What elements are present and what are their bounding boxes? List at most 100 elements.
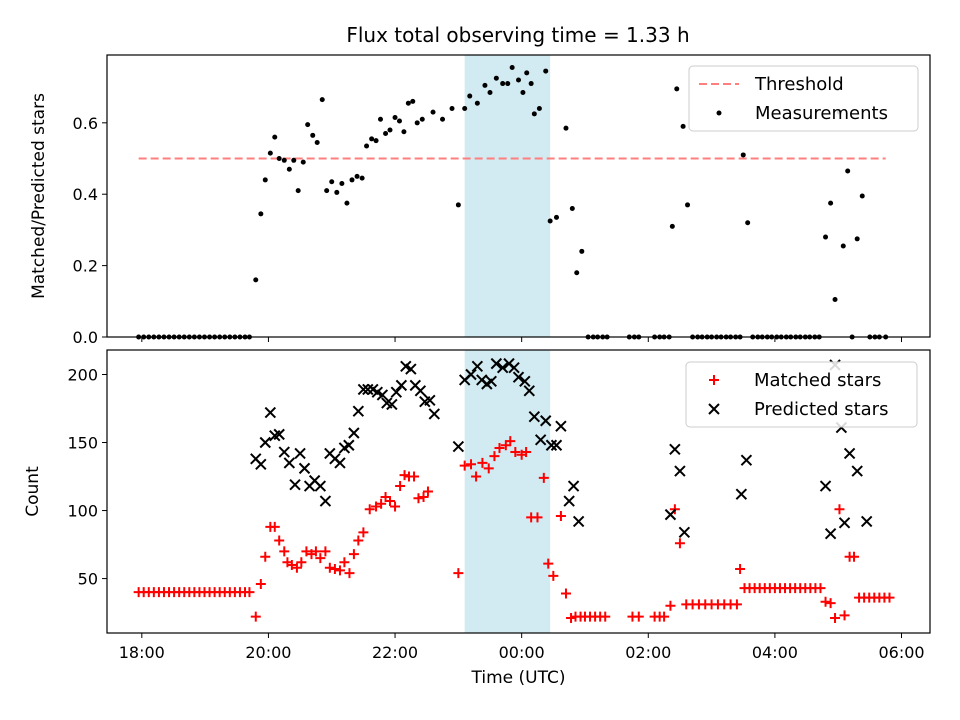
measurement-point bbox=[505, 81, 511, 87]
predicted-point bbox=[674, 465, 686, 477]
y-tick-label: 150 bbox=[67, 434, 98, 453]
predicted-point bbox=[343, 439, 355, 451]
matched-point bbox=[820, 596, 831, 607]
matched-point bbox=[815, 583, 826, 594]
predicted-point bbox=[390, 386, 403, 398]
matched-point bbox=[301, 546, 312, 557]
y-tick-label: 0.2 bbox=[73, 257, 98, 276]
measurement-point bbox=[685, 202, 691, 208]
legend-predicted-label: Predicted stars bbox=[754, 399, 888, 420]
measurement-point bbox=[524, 70, 530, 76]
matched-point bbox=[633, 611, 644, 622]
measurement-point bbox=[300, 159, 306, 165]
measurement-point bbox=[334, 189, 340, 195]
chart-title: Flux total observing time = 1.33 h bbox=[346, 23, 689, 47]
measurement-point bbox=[364, 143, 370, 149]
measurement-point bbox=[349, 177, 355, 183]
legend-matched-label: Matched stars bbox=[754, 370, 881, 391]
matched-point bbox=[334, 565, 345, 576]
predicted-point bbox=[669, 443, 681, 456]
predicted-point bbox=[352, 405, 365, 417]
x-tick-label: 06:00 bbox=[878, 643, 924, 662]
measurement-point bbox=[531, 111, 537, 117]
measurement-point bbox=[272, 134, 278, 140]
y-tick-label: 0.4 bbox=[73, 185, 98, 204]
predicted-point bbox=[289, 478, 301, 491]
measurement-point bbox=[674, 86, 680, 92]
measurement-point bbox=[462, 106, 468, 112]
predicted-point bbox=[838, 517, 851, 529]
predicted-point bbox=[319, 495, 332, 507]
measurement-point bbox=[329, 179, 335, 185]
measurement-point bbox=[383, 131, 389, 137]
measurement-point bbox=[401, 129, 407, 135]
predicted-point bbox=[735, 488, 748, 500]
y-tick-label: 200 bbox=[67, 365, 98, 384]
predicted-point bbox=[555, 420, 567, 432]
predicted-point bbox=[357, 383, 370, 396]
x-tick-label: 22:00 bbox=[372, 643, 418, 662]
legend-threshold-label: Threshold bbox=[754, 74, 844, 95]
series-predicted-stars bbox=[250, 357, 873, 540]
measurement-point bbox=[430, 109, 436, 115]
bottom-count-panel: 18:00 20:00 22:00 00:00 02:00 04:00 06:00 50 100… bbox=[23, 349, 931, 688]
measurement-point bbox=[405, 100, 411, 106]
predicted-point bbox=[362, 383, 374, 396]
predicted-point bbox=[465, 368, 477, 381]
matched-point bbox=[830, 613, 841, 624]
measurement-point bbox=[354, 173, 360, 179]
measurement-point bbox=[344, 200, 350, 206]
predicted-point bbox=[471, 360, 484, 373]
matched-point bbox=[279, 546, 290, 557]
predicted-point bbox=[545, 439, 558, 451]
matched-point bbox=[291, 562, 302, 573]
measurement-point bbox=[253, 277, 259, 283]
matched-point bbox=[834, 504, 845, 515]
matched-point bbox=[329, 564, 340, 575]
matched-point bbox=[260, 551, 271, 562]
predicted-point bbox=[523, 385, 535, 397]
matched-point bbox=[315, 553, 326, 564]
matched-point bbox=[413, 493, 424, 504]
measurement-point bbox=[455, 202, 461, 208]
top-ratio-panel: 0.0 0.2 0.4 0.6 Matched/Predicted stars Thres… bbox=[29, 54, 931, 347]
axes-frame bbox=[106, 349, 931, 634]
matched-point bbox=[659, 611, 670, 622]
matched-point bbox=[477, 457, 488, 468]
measurement-point bbox=[449, 106, 455, 112]
measurement-point bbox=[474, 100, 480, 106]
predicted-point bbox=[860, 515, 873, 528]
measurement-point bbox=[493, 75, 499, 81]
measurement-point bbox=[377, 116, 383, 122]
matched-point bbox=[521, 447, 532, 458]
predicted-point bbox=[508, 361, 520, 374]
predicted-point bbox=[273, 428, 285, 441]
measurement-point bbox=[281, 157, 287, 163]
measurement-point bbox=[267, 150, 273, 156]
x-tick-label: 20:00 bbox=[245, 643, 291, 662]
matched-point bbox=[459, 460, 470, 471]
measurement-point bbox=[832, 297, 838, 303]
measurement-point bbox=[419, 116, 425, 122]
predicted-point bbox=[485, 375, 497, 388]
series-matched-stars bbox=[133, 436, 895, 624]
matched-point bbox=[395, 481, 406, 492]
measurement-point bbox=[536, 106, 542, 112]
measurement-point bbox=[840, 243, 846, 249]
matched-point bbox=[560, 588, 571, 599]
x-axis-label: Time (UTC) bbox=[471, 668, 566, 688]
measurement-point bbox=[740, 152, 746, 158]
predicted-point bbox=[490, 357, 503, 370]
measurement-point bbox=[396, 118, 402, 124]
predicted-point bbox=[278, 446, 290, 458]
predicted-point bbox=[824, 527, 837, 540]
matched-point bbox=[250, 611, 261, 622]
measurement-point bbox=[520, 89, 526, 95]
matched-point bbox=[532, 512, 543, 523]
measurement-point bbox=[410, 98, 416, 104]
observing-window-span bbox=[464, 55, 551, 337]
matched-point bbox=[399, 470, 410, 481]
matched-point bbox=[505, 436, 516, 447]
predicted-point bbox=[414, 385, 427, 397]
measurement-point bbox=[579, 248, 585, 254]
